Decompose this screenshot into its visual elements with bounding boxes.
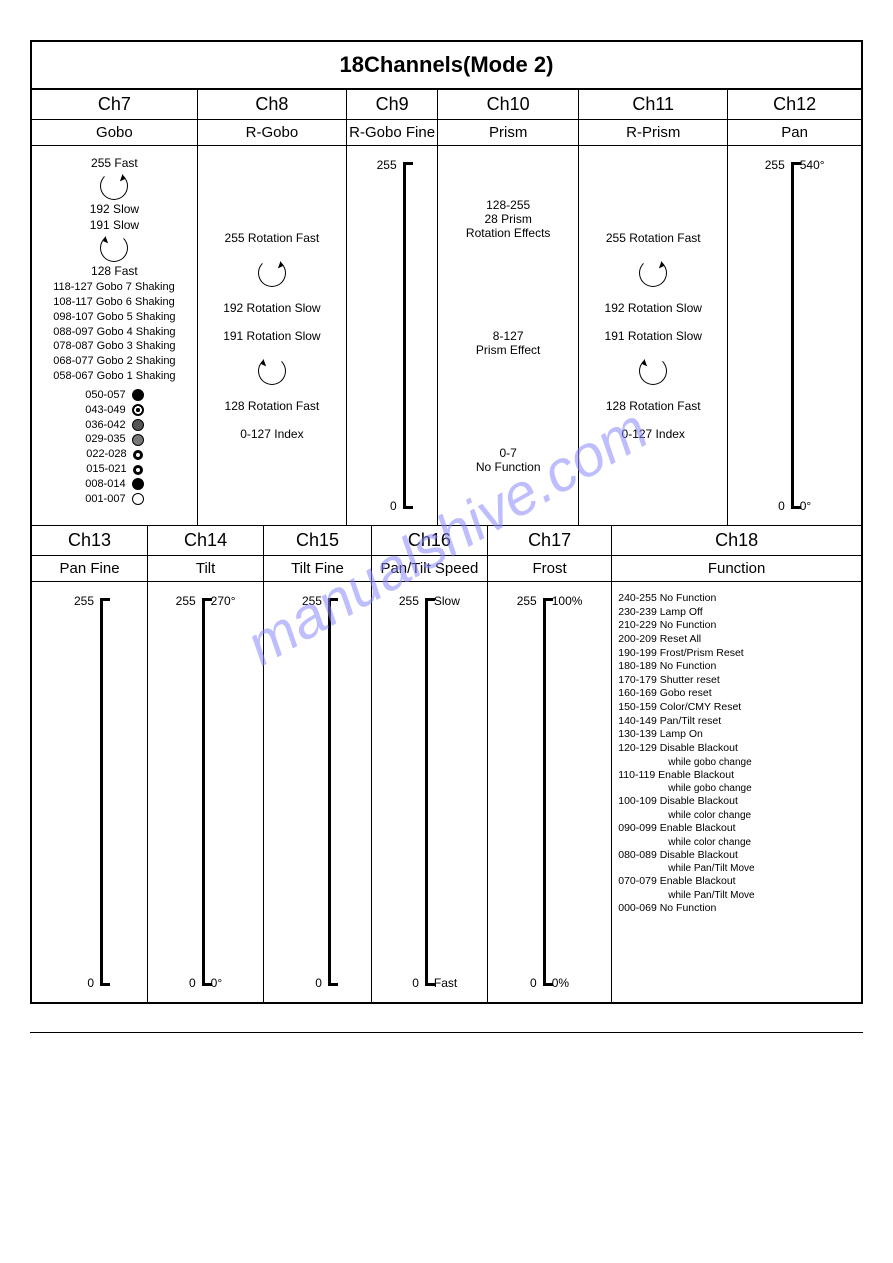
t2-ch-3: Ch16: [372, 526, 488, 556]
t2-body-ch18: 240-255 No Function230-239 Lamp Off210-2…: [612, 582, 861, 1002]
t2-ch-2: Ch15: [264, 526, 372, 556]
chart-title: 18Channels(Mode 2): [32, 42, 861, 90]
t2-sub-2: Tilt Fine: [264, 556, 372, 582]
t2-ch-0: Ch13: [32, 526, 148, 556]
t1-body-ch7: 255 Fast192 Slow191 Slow128 Fast118-127 …: [32, 146, 198, 526]
t2-sub-1: Tilt: [148, 556, 264, 582]
gobo-icon: [132, 389, 144, 401]
gobo-icon: [132, 404, 144, 416]
t1-body-row: 255 Fast192 Slow191 Slow128 Fast118-127 …: [32, 146, 861, 526]
t1-ch-3: Ch10: [438, 90, 579, 120]
t2-body-ch14: 2550270°0°: [148, 582, 264, 1002]
rotate-ccw-icon: [258, 357, 286, 385]
t1-body-ch9: 2550: [347, 146, 438, 526]
rotate-cw-icon: [100, 172, 128, 200]
page-footer-rule: [30, 1032, 863, 1033]
gobo-icon: [133, 465, 143, 475]
t1-sub-3: Prism: [438, 120, 579, 146]
t2-ch-1: Ch14: [148, 526, 264, 556]
t2-sub-3: Pan/Tilt Speed: [372, 556, 488, 582]
gobo-icon: [132, 493, 144, 505]
t1-ch-4: Ch11: [579, 90, 728, 120]
t2-sub-5: Function: [612, 556, 861, 582]
t2-body-ch15: 2550: [264, 582, 372, 1002]
t1-body-ch8: 255 Rotation Fast192 Rotation Slow191 Ro…: [198, 146, 347, 526]
gobo-icon: [132, 419, 144, 431]
rotate-ccw-icon: [639, 357, 667, 385]
t2-body-row: 25502550270°0°25502550SlowFast2550100%0%…: [32, 582, 861, 1002]
rotate-cw-icon: [639, 259, 667, 287]
t1-sub-4: R-Prism: [579, 120, 728, 146]
t1-subhead-row: GoboR-GoboR-Gobo FinePrismR-PrismPan: [32, 120, 861, 146]
t1-body-ch11: 255 Rotation Fast192 Rotation Slow191 Ro…: [579, 146, 728, 526]
t2-body-ch16: 2550SlowFast: [372, 582, 488, 1002]
t1-ch-5: Ch12: [728, 90, 861, 120]
rotate-cw-icon: [258, 259, 286, 287]
gobo-icon: [132, 434, 144, 446]
t2-ch-5: Ch18: [612, 526, 861, 556]
gobo-icon: [132, 478, 144, 490]
t2-subhead-row: Pan FineTiltTilt FinePan/Tilt SpeedFrost…: [32, 556, 861, 582]
t1-sub-1: R-Gobo: [198, 120, 347, 146]
t1-ch-0: Ch7: [32, 90, 198, 120]
t1-sub-2: R-Gobo Fine: [347, 120, 438, 146]
t1-body-ch12: 2550540°0°: [728, 146, 861, 526]
t1-sub-5: Pan: [728, 120, 861, 146]
t2-sub-4: Frost: [488, 556, 612, 582]
t1-header-row: Ch7Ch8Ch9Ch10Ch11Ch12: [32, 90, 861, 120]
t2-body-ch13: 2550: [32, 582, 148, 1002]
t1-ch-1: Ch8: [198, 90, 347, 120]
t2-body-ch17: 2550100%0%: [488, 582, 612, 1002]
t1-sub-0: Gobo: [32, 120, 198, 146]
t2-ch-4: Ch17: [488, 526, 612, 556]
rotate-ccw-icon: [100, 234, 128, 262]
dmx-chart-frame: 18Channels(Mode 2) Ch7Ch8Ch9Ch10Ch11Ch12…: [30, 40, 863, 1004]
gobo-icon: [133, 450, 143, 460]
t2-sub-0: Pan Fine: [32, 556, 148, 582]
t1-body-ch10: 128-255 28 Prism Rotation Effects8-127 P…: [438, 146, 579, 526]
t1-ch-2: Ch9: [347, 90, 438, 120]
t2-header-row: Ch13Ch14Ch15Ch16Ch17Ch18: [32, 526, 861, 556]
